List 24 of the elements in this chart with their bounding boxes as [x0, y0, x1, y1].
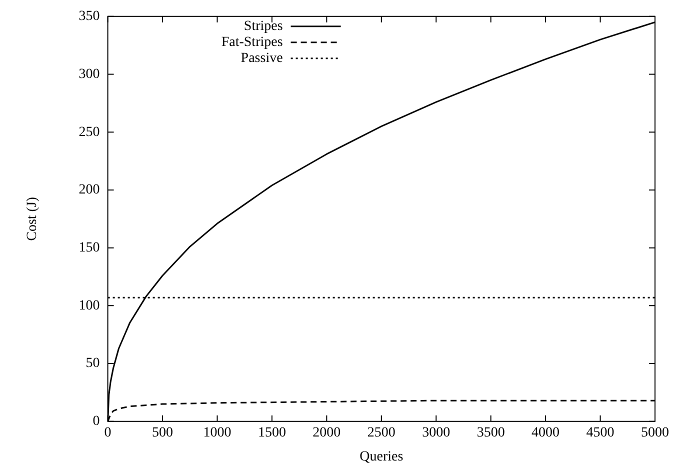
x-axis-title: Queries [360, 449, 404, 464]
y-tick-label: 350 [78, 9, 100, 24]
x-tick-label: 2500 [367, 425, 396, 440]
legend-label: Stripes [244, 19, 283, 34]
x-tick-label: 4000 [532, 425, 560, 440]
y-tick-label: 0 [92, 414, 100, 430]
y-axis-title: Cost (J) [25, 196, 40, 241]
x-tick-label: 5000 [641, 425, 669, 440]
x-tick-label: 0 [104, 425, 112, 440]
legend-label: Passive [240, 51, 283, 66]
x-tick-label: 3500 [476, 425, 505, 440]
x-tick-label: 2000 [312, 425, 341, 440]
y-tick-label: 250 [78, 124, 100, 140]
y-tick-label: 200 [78, 182, 100, 198]
x-tick-label: 500 [152, 425, 174, 440]
y-tick-label: 100 [78, 298, 100, 314]
x-tick-label: 4500 [586, 425, 614, 440]
y-tick-label: 150 [78, 240, 100, 256]
y-tick-label: 50 [86, 356, 100, 372]
x-tick-label: 3000 [422, 425, 450, 440]
legend-label: Fat-Stripes [221, 35, 283, 50]
x-tick-label: 1000 [203, 425, 232, 440]
y-tick-label: 300 [78, 66, 100, 82]
x-tick-label: 1500 [258, 425, 286, 440]
